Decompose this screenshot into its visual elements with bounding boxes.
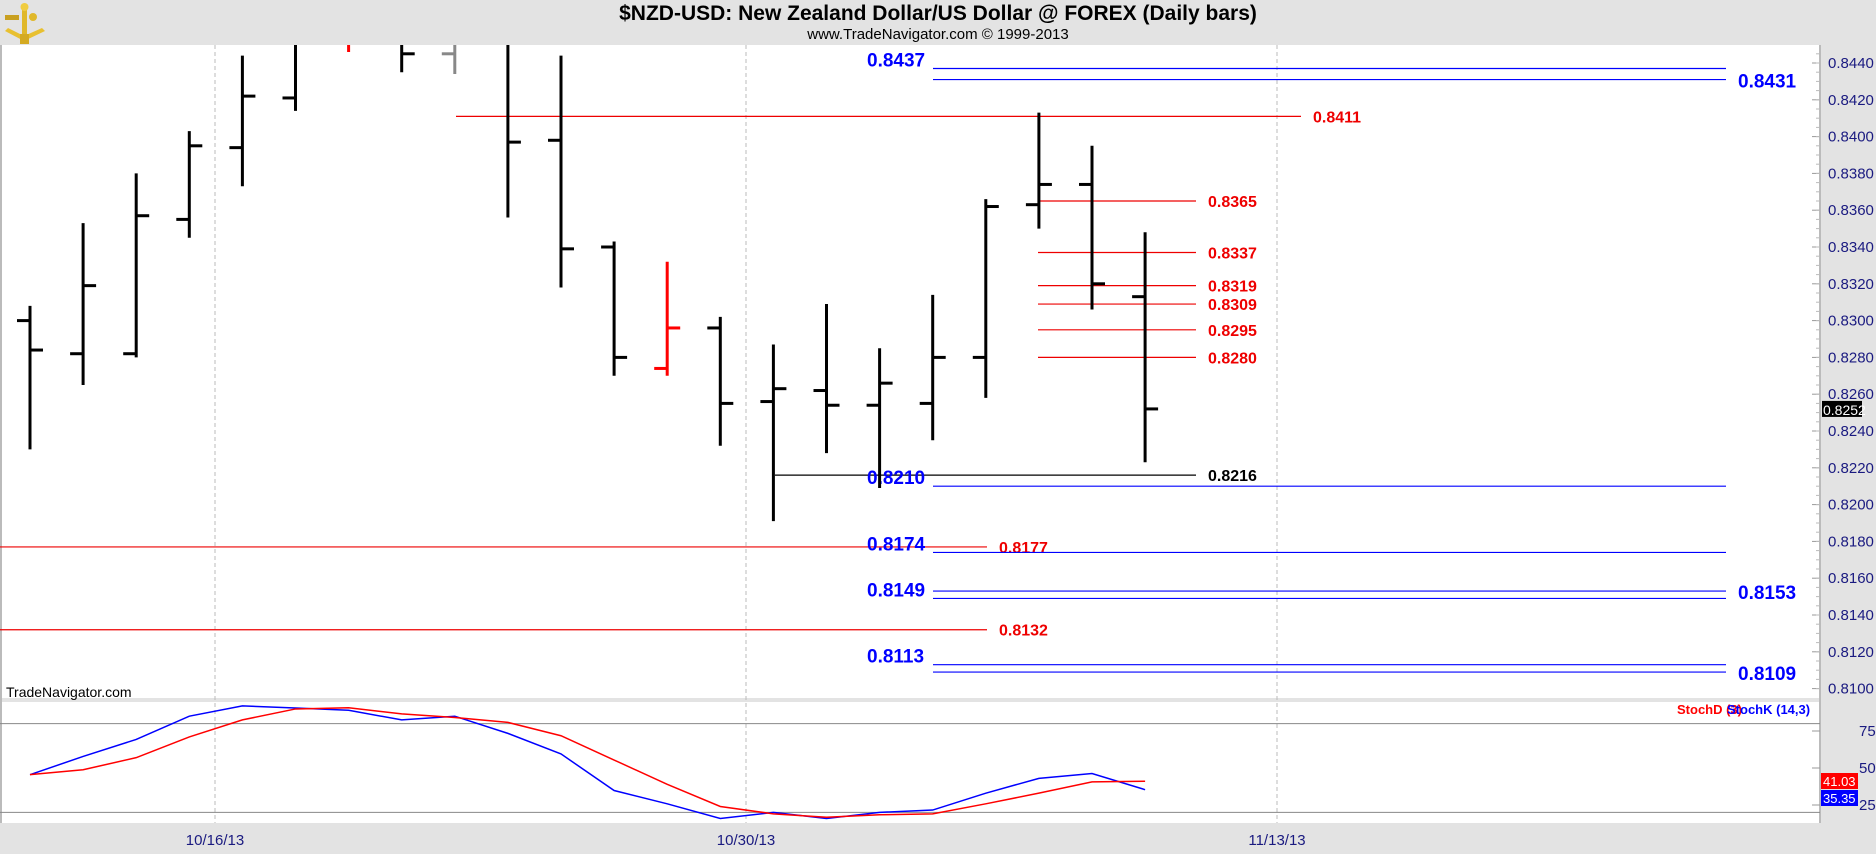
x-tick-label: 11/13/13 (1248, 832, 1305, 849)
ohlc-bar (400, 45, 415, 73)
level-label: 0.8153 (1738, 583, 1796, 604)
stochd-line (29, 707, 1146, 819)
y-tick-label: 0.8220 (1828, 460, 1874, 477)
x-tick-label: 10/16/13 (186, 832, 244, 849)
ohlc-bar (1132, 232, 1159, 463)
last-price-box (1822, 400, 1862, 417)
level-label: 0.8295 (1208, 323, 1257, 340)
watermark: TradeNavigator.com (6, 684, 132, 700)
ohlc-bar (506, 45, 521, 218)
y-tick-label: 0.8400 (1828, 129, 1874, 146)
ohlc-bar (282, 45, 297, 111)
level-label: 0.8113 (867, 647, 924, 668)
last-price-label: 0.8252 (1823, 402, 1866, 418)
ohlc-bar (1025, 112, 1052, 229)
y-tick-label: 0.8380 (1828, 165, 1874, 182)
y-tick-label: 0.8280 (1828, 349, 1874, 366)
y-tick-label: 0.8300 (1828, 313, 1874, 330)
y-tick-label: 0.8420 (1828, 92, 1874, 109)
stoch-tick-label: 25 (1859, 797, 1876, 814)
level-label: 0.8365 (1208, 194, 1257, 211)
stoch-tick-label: 50 (1859, 760, 1876, 777)
stoch-panel (0, 702, 1820, 823)
y-tick-label: 0.8200 (1828, 497, 1874, 514)
level-label: 0.8149 (867, 580, 925, 601)
level-label: 0.8431 (1738, 72, 1797, 93)
ohlc-bar (813, 304, 840, 454)
stochk-value-box (1821, 790, 1858, 806)
level-label: 0.8210 (867, 468, 925, 489)
level-label: 0.8109 (1738, 664, 1796, 685)
legend-stochd: StochD (3) (1677, 702, 1742, 717)
ohlc-bar (123, 173, 150, 358)
ohlc-bars (17, 45, 1159, 522)
ohlc-bar (347, 45, 351, 52)
ohlc-bar (17, 305, 43, 450)
stochk-line (29, 705, 1146, 820)
stochd-value: 41.03 (1823, 774, 1856, 789)
y-tick-label: 0.8440 (1828, 55, 1874, 72)
y-tick-label: 0.8240 (1828, 423, 1874, 440)
level-label: 0.8309 (1208, 297, 1257, 314)
ohlc-bar (919, 294, 946, 441)
chart-subtitle: www.TradeNavigator.com © 1999-2013 (807, 26, 1069, 43)
y-tick-label: 0.8260 (1828, 386, 1874, 403)
stoch-tick-label: 75 (1859, 723, 1876, 740)
level-label: 0.8174 (867, 534, 926, 555)
y-tick-label: 0.8140 (1828, 607, 1874, 624)
y-tick-label: 0.8340 (1828, 239, 1874, 256)
y-tick-label: 0.8360 (1828, 202, 1874, 219)
ohlc-bar (441, 45, 457, 75)
level-label: 0.8319 (1208, 279, 1257, 296)
x-tick-label: 10/30/13 (717, 832, 775, 849)
y-tick-label: 0.8180 (1828, 533, 1874, 550)
ohlc-bar (601, 241, 628, 376)
level-label: 0.8437 (867, 51, 925, 72)
ohlc-bar (229, 55, 256, 187)
level-label: 0.8132 (999, 623, 1048, 640)
ohlc-bar (1079, 145, 1105, 310)
level-label: 0.8177 (999, 540, 1048, 557)
ohlc-bar (866, 348, 893, 489)
chart-title: $NZD-USD: New Zealand Dollar/US Dollar @… (619, 2, 1257, 25)
ohlc-bar (176, 131, 203, 238)
ohlc-bar (707, 316, 734, 446)
ohlc-bar (760, 344, 787, 522)
stochk-value: 35.35 (1823, 791, 1856, 806)
y-tick-label: 0.8160 (1828, 570, 1874, 587)
y-tick-label: 0.8120 (1828, 644, 1874, 661)
level-label: 0.8337 (1208, 246, 1257, 263)
y-tick-label: 0.8100 (1828, 681, 1874, 698)
price-panel (0, 45, 1820, 698)
ohlc-bar (548, 55, 574, 288)
legend-stochk: StochK (14,3) (1727, 702, 1811, 717)
level-label: 0.8280 (1208, 350, 1257, 367)
stochd-value-box (1821, 773, 1858, 789)
ohlc-bar (70, 223, 97, 385)
ohlc-bar (972, 199, 999, 398)
sextant-logo (5, 3, 45, 44)
y-tick-label: 0.8320 (1828, 276, 1874, 293)
ohlc-bar (654, 261, 681, 376)
level-label: 0.8216 (1208, 468, 1257, 485)
level-label: 0.8411 (1313, 109, 1361, 126)
